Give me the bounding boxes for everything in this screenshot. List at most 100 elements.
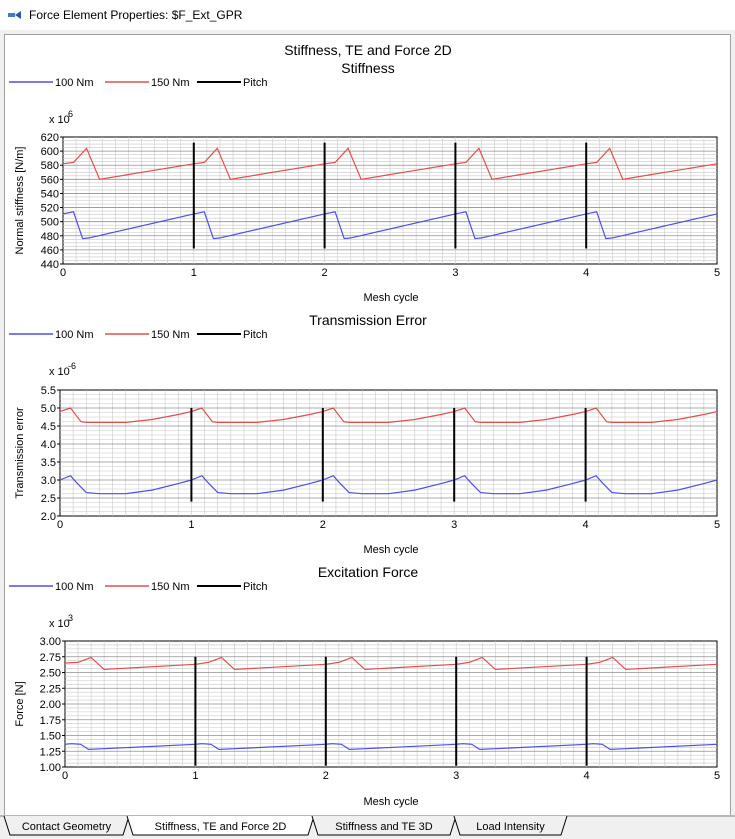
y-tick-label: 1.25 — [40, 746, 61, 758]
tab-stiffness-te-and-force-2d[interactable]: Stiffness, TE and Force 2D — [126, 815, 315, 836]
series-line-100-nm — [64, 743, 718, 751]
y-tick-label: 560 — [41, 174, 59, 186]
y-tick-label: 2.25 — [40, 683, 61, 695]
x-tick-label: 0 — [62, 770, 68, 782]
y-tick-label: 620 — [41, 132, 59, 144]
x-tick-label: 3 — [453, 770, 459, 782]
y-tick-label: 5.5 — [41, 385, 56, 397]
svg-text:Pitch: Pitch — [243, 77, 267, 89]
svg-text:Pitch: Pitch — [243, 329, 267, 341]
x-tick-label: 3 — [451, 519, 457, 531]
axis-exponent-power: 6 — [68, 109, 73, 119]
svg-text:Load Intensity: Load Intensity — [476, 821, 545, 833]
x-tick-label: 2 — [322, 267, 328, 279]
svg-text:Contact Geometry: Contact Geometry — [22, 821, 112, 833]
window-title: Force Element Properties: $F_Ext_GPR — [29, 8, 243, 22]
legend-item: 150 Nm — [105, 329, 190, 341]
y-tick-label: 1.75 — [40, 715, 61, 727]
y-tick-label: 5.0 — [41, 403, 56, 415]
svg-text:Pitch: Pitch — [243, 581, 267, 593]
legend-item: 100 Nm — [9, 77, 94, 89]
y-tick-label: 2.00 — [40, 699, 61, 711]
x-tick-label: 4 — [584, 770, 590, 782]
tab-load-intensity[interactable]: Load Intensity — [453, 815, 568, 836]
x-tick-label: 5 — [714, 770, 720, 782]
y-tick-label: 4.5 — [41, 421, 56, 433]
chart-1: Transmission Error 100 Nm 150 Nm Pitch x 10-… — [9, 312, 720, 556]
y-tick-label: 1.50 — [40, 731, 61, 743]
y-tick-label: 460 — [41, 245, 59, 257]
chart-0: Stiffness 100 Nm 150 Nm Pitch x 106 440 460 480… — [9, 60, 720, 304]
x-axis-label: Mesh cycle — [363, 292, 418, 304]
tab-bar: Contact Geometry Stiffness, TE and Force … — [0, 815, 735, 839]
x-tick-label: 4 — [583, 267, 589, 279]
svg-text:100 Nm: 100 Nm — [55, 329, 94, 341]
x-tick-label: 1 — [188, 519, 194, 531]
legend-item: 150 Nm — [105, 581, 190, 593]
y-tick-label: 480 — [41, 231, 59, 243]
y-tick-label: 2.50 — [40, 668, 61, 680]
x-tick-label: 0 — [60, 267, 66, 279]
x-tick-label: 4 — [583, 519, 589, 531]
y-tick-label: 580 — [41, 160, 59, 172]
x-tick-label: 5 — [714, 519, 720, 531]
chart-panel: Stiffness, TE and Force 2D Stiffness 100 … — [4, 34, 731, 816]
x-tick-label: 1 — [192, 770, 198, 782]
page-title: Stiffness, TE and Force 2D — [284, 42, 452, 58]
y-tick-label: 3.00 — [40, 636, 61, 648]
x-tick-label: 0 — [57, 519, 63, 531]
chart-title: Stiffness — [341, 60, 394, 76]
x-tick-label: 2 — [320, 519, 326, 531]
tab-contact-geometry[interactable]: Contact Geometry — [3, 815, 130, 836]
charts-canvas: Stiffness, TE and Force 2D Stiffness 100 … — [9, 42, 720, 808]
y-tick-label: 3.0 — [41, 475, 56, 487]
svg-text:Stiffness and TE 3D: Stiffness and TE 3D — [335, 821, 432, 833]
legend-item: Pitch — [197, 329, 267, 341]
svg-text:150 Nm: 150 Nm — [151, 581, 190, 593]
x-axis-label: Mesh cycle — [363, 544, 418, 556]
legend-item: Pitch — [197, 77, 267, 89]
series-line-150-nm — [59, 407, 718, 423]
y-tick-label: 500 — [41, 217, 59, 229]
svg-text:100 Nm: 100 Nm — [55, 77, 94, 89]
y-tick-label: 520 — [41, 203, 59, 215]
x-tick-label: 3 — [452, 267, 458, 279]
axis-exponent-power: 3 — [68, 613, 73, 623]
y-axis-label: Force [N] — [14, 681, 26, 726]
y-tick-label: 600 — [41, 146, 59, 158]
x-tick-label: 2 — [323, 770, 329, 782]
svg-text:100 Nm: 100 Nm — [55, 581, 94, 593]
x-tick-label: 1 — [191, 267, 197, 279]
legend-item: 100 Nm — [9, 329, 94, 341]
y-axis-label: Transmission error — [14, 407, 26, 499]
y-axis-label: Normal stiffness [N/m] — [14, 147, 26, 255]
y-tick-label: 4.0 — [41, 439, 56, 451]
x-tick-label: 5 — [714, 267, 720, 279]
chart-title: Transmission Error — [309, 312, 427, 328]
axis-exponent-power: -6 — [68, 361, 76, 371]
y-tick-label: 2.5 — [41, 493, 56, 505]
legend-item: Pitch — [197, 581, 267, 593]
series-line-150-nm — [64, 656, 718, 671]
series-line-100-nm — [62, 211, 718, 240]
y-tick-label: 540 — [41, 188, 59, 200]
y-tick-label: 2.75 — [40, 652, 61, 664]
legend-item: 150 Nm — [105, 77, 190, 89]
series-line-100-nm — [59, 474, 718, 495]
x-axis-label: Mesh cycle — [363, 796, 418, 808]
y-tick-label: 3.5 — [41, 457, 56, 469]
axis-exponent: x 10 — [49, 618, 70, 630]
app-icon — [8, 11, 21, 19]
y-tick-label: 1.00 — [40, 762, 61, 774]
tab-stiffness-and-te-3d[interactable]: Stiffness and TE 3D — [311, 815, 457, 836]
chart-title: Excitation Force — [318, 564, 419, 580]
series-line-150-nm — [62, 147, 718, 180]
y-tick-label: 440 — [41, 259, 59, 271]
y-tick-label: 2.0 — [41, 511, 56, 523]
svg-text:Stiffness, TE and Force 2D: Stiffness, TE and Force 2D — [155, 821, 287, 833]
window-titlebar: Force Element Properties: $F_Ext_GPR — [0, 0, 735, 30]
axis-exponent: x 10 — [49, 366, 70, 378]
svg-text:150 Nm: 150 Nm — [151, 329, 190, 341]
svg-text:150 Nm: 150 Nm — [151, 77, 190, 89]
